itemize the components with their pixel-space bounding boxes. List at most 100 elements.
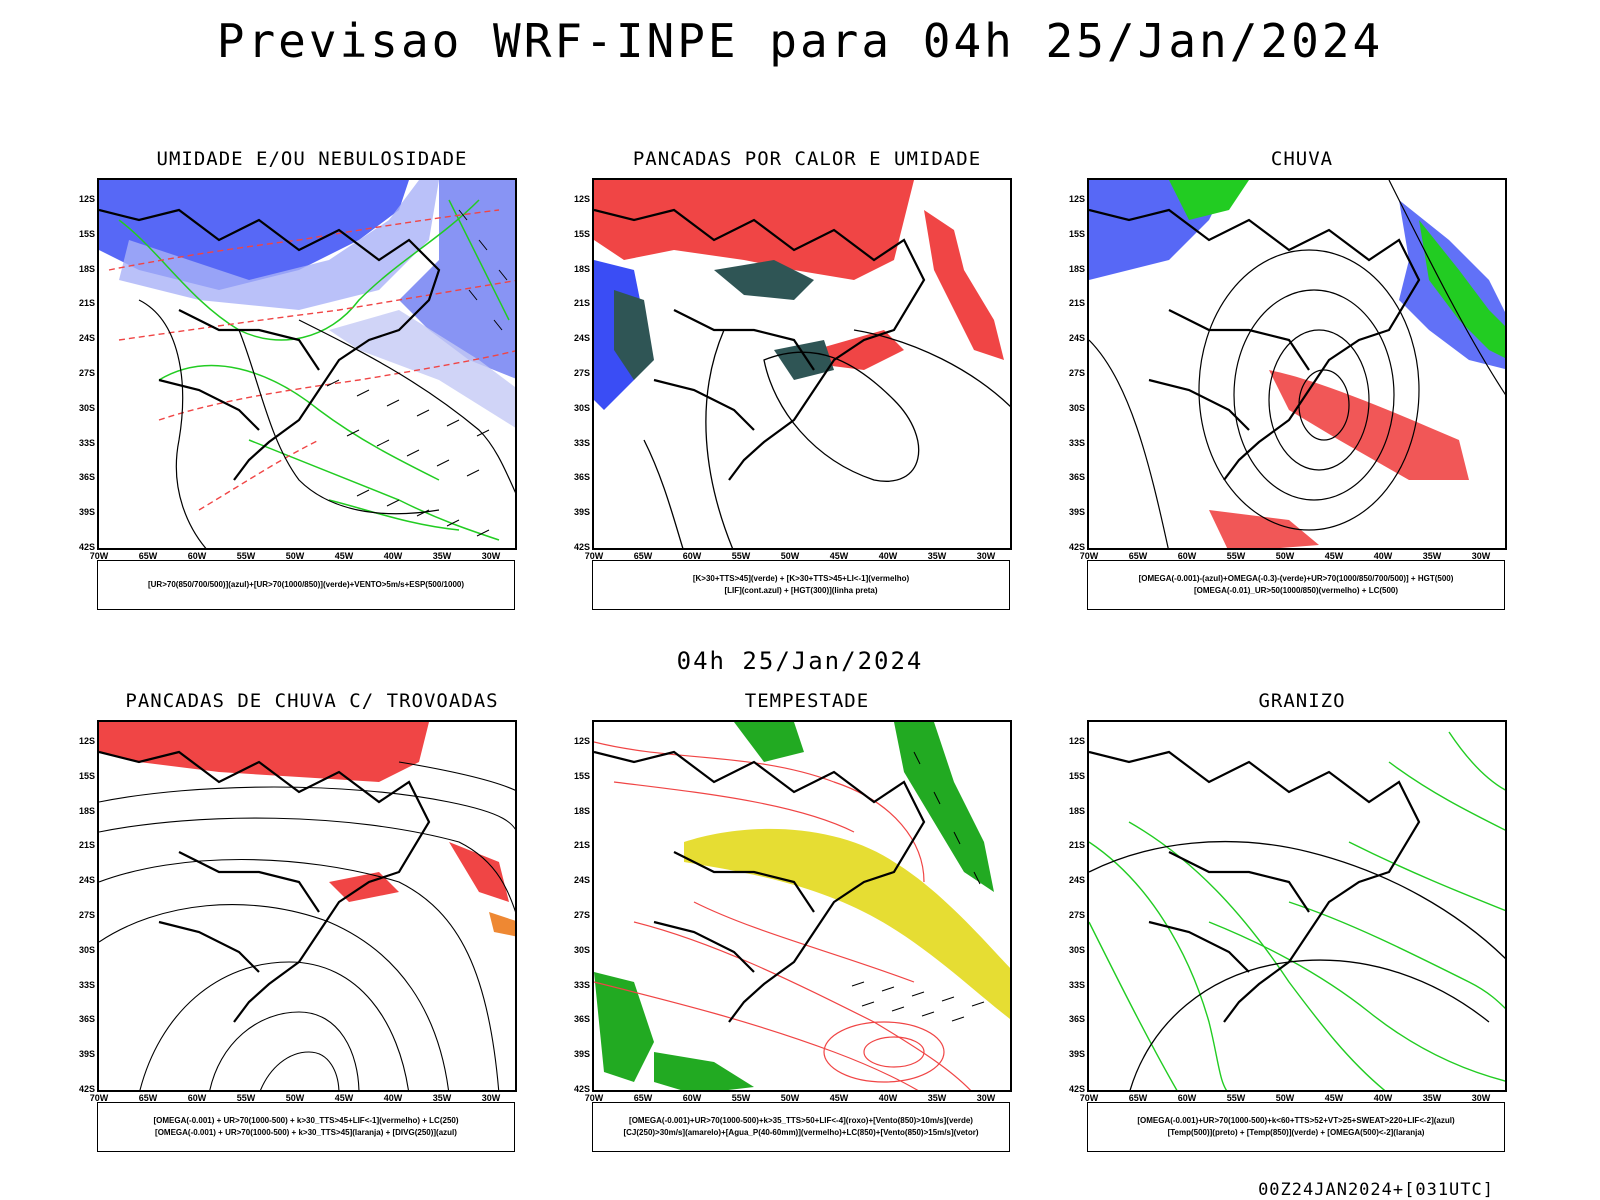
- lon-tick-label: 60W: [682, 551, 702, 561]
- rain-green-nw: [1169, 180, 1249, 220]
- lat-tick-label: 36S: [78, 1014, 95, 1025]
- lat-tick-label: 30S: [1068, 402, 1085, 413]
- wind-vectors: [851, 751, 985, 1022]
- legend-line: [OMEGA(-0.001)+UR>70(1000-500)+k<60+TTS>…: [1137, 1116, 1455, 1125]
- lat-tick-label: 36S: [1068, 472, 1085, 483]
- legend-box: [OMEGA(-0.001)+UR>70(1000-500)+k<60+TTS>…: [1087, 1102, 1505, 1152]
- storm-red-east: [449, 842, 509, 902]
- lon-tick-label: 55W: [1226, 1093, 1246, 1103]
- map-frame: [97, 720, 517, 1092]
- panel-title: UMIDADE E/OU NEBULOSIDADE: [156, 148, 468, 170]
- lat-tick-label: 33S: [78, 437, 95, 448]
- lat-tick-label: 24S: [78, 875, 95, 886]
- lon-tick-label: 50W: [1275, 1093, 1295, 1103]
- instability-teal-area-2: [774, 340, 834, 380]
- wind-green-north: [734, 722, 804, 762]
- mid-date: 04h 25/Jan/2024: [676, 647, 924, 675]
- lat-tick-label: 18S: [78, 805, 95, 816]
- panel-title: CHUVA: [1270, 148, 1334, 170]
- lon-tick-label: 70W: [1079, 1093, 1099, 1103]
- lon-tick-label: 60W: [1177, 1093, 1197, 1103]
- lon-tick-label: 35W: [432, 551, 452, 561]
- legend-line: [OMEGA(-0.001)-(azul)+OMEGA(-0.3)-(verde…: [1138, 574, 1454, 583]
- lon-tick-label: 65W: [138, 1093, 158, 1103]
- map-tempestade: [594, 722, 1010, 1090]
- lat-tick-label: 36S: [573, 472, 590, 483]
- instability-red-east: [924, 210, 1004, 360]
- lat-tick-label: 18S: [1068, 263, 1085, 274]
- country-borders: [99, 208, 441, 481]
- lat-tick-label: 21S: [573, 298, 590, 309]
- lat-tick-label: 30S: [573, 944, 590, 955]
- lat-tick-label: 15S: [573, 770, 590, 781]
- lat-tick-label: 36S: [573, 1014, 590, 1025]
- legend-line: [CJ(250)>30m/s](amarelo)+[Agua_P(40-60mm…: [623, 1128, 979, 1137]
- lat-tick-label: 15S: [1068, 228, 1085, 239]
- lon-tick-label: 60W: [187, 551, 207, 561]
- lat-tick-label: 30S: [78, 402, 95, 413]
- map-frame: [1087, 178, 1507, 550]
- panel-title: TEMPESTADE: [744, 690, 870, 712]
- lat-tick-label: 18S: [78, 263, 95, 274]
- lat-tick-label: 15S: [78, 228, 95, 239]
- lon-tick-label: 65W: [1128, 551, 1148, 561]
- lat-tick-label: 33S: [573, 979, 590, 990]
- wind-green-sw: [594, 972, 654, 1082]
- lon-tick-label: 40W: [878, 1093, 898, 1103]
- lon-tick-label: 55W: [236, 551, 256, 561]
- lat-tick-label: 15S: [78, 770, 95, 781]
- legend-line: [OMEGA(-0.01)_UR>50(1000/850)(vermelho) …: [1193, 586, 1399, 595]
- lon-tick-label: 30W: [481, 551, 501, 561]
- map-umidade: [99, 180, 515, 548]
- black-isobars: [138, 299, 515, 548]
- legend-line: [K>30+TTS>45](verde) + [K>30+TTS>45+LI<-…: [692, 574, 910, 583]
- lat-tick-label: 39S: [1068, 1049, 1085, 1060]
- lat-tick-label: 27S: [573, 368, 590, 378]
- lat-tick-label: 30S: [78, 944, 95, 955]
- legend-box: [OMEGA(-0.001)+UR>70(1000-500)+k>35_TTS>…: [592, 1102, 1010, 1152]
- lat-tick-label: 21S: [78, 298, 95, 309]
- lat-tick-label: 42S: [573, 1084, 590, 1094]
- lon-tick-label: 35W: [432, 1093, 452, 1103]
- panel-umidade: UMIDADE E/OU NEBULOSIDADE: [79, 148, 579, 648]
- lon-tick-label: 45W: [829, 1093, 849, 1103]
- panel-title: PANCADAS POR CALOR E UMIDADE: [632, 148, 982, 170]
- lon-tick-label: 35W: [927, 1093, 947, 1103]
- moisture-lightblue-area: [119, 180, 439, 310]
- instability-red-area: [594, 180, 914, 280]
- lat-tick-label: 18S: [1068, 805, 1085, 816]
- lon-tick-label: 50W: [285, 1093, 305, 1103]
- lon-tick-label: 30W: [1471, 551, 1491, 561]
- lon-tick-label: 50W: [780, 1093, 800, 1103]
- lat-tick-label: 33S: [1068, 979, 1085, 990]
- map-frame: [1087, 720, 1507, 1092]
- lon-tick-label: 65W: [1128, 1093, 1148, 1103]
- lat-tick-label: 39S: [78, 507, 95, 518]
- lat-tick-label: 12S: [573, 736, 590, 746]
- wind-vectors: [326, 209, 508, 537]
- lat-tick-label: 33S: [1068, 437, 1085, 448]
- country-borders: [594, 750, 926, 1023]
- lon-tick-label: 35W: [927, 551, 947, 561]
- lat-tick-label: 15S: [573, 228, 590, 239]
- temp500-black-contours: [1089, 840, 1505, 1090]
- lat-tick-label: 27S: [573, 910, 590, 920]
- legend-line: [OMEGA(-0.001)+UR>70(1000-500)+k>35_TTS>…: [629, 1116, 973, 1125]
- storm-red-north: [99, 722, 429, 782]
- lon-tick-label: 55W: [236, 1093, 256, 1103]
- lon-tick-label: 30W: [976, 551, 996, 561]
- lat-tick-label: 21S: [1068, 840, 1085, 851]
- lat-tick-label: 24S: [573, 875, 590, 886]
- red-dashed-contours: [108, 209, 515, 511]
- lat-tick-label: 33S: [573, 437, 590, 448]
- map-frame: [592, 720, 1012, 1092]
- lat-tick-label: 15S: [1068, 770, 1085, 781]
- lat-tick-label: 21S: [78, 840, 95, 851]
- lat-tick-label: 21S: [573, 840, 590, 851]
- lat-tick-label: 39S: [78, 1049, 95, 1060]
- lat-tick-label: 21S: [1068, 298, 1085, 309]
- legend-box: [K>30+TTS>45](verde) + [K>30+TTS>45+LI<-…: [592, 560, 1010, 610]
- panel-tempestade: TEMPESTADE: [574, 690, 1074, 1190]
- legend-line: [LIF](cont.azul) + [HGT(300)](linha pret…: [724, 586, 878, 595]
- wind-green-east: [894, 722, 994, 892]
